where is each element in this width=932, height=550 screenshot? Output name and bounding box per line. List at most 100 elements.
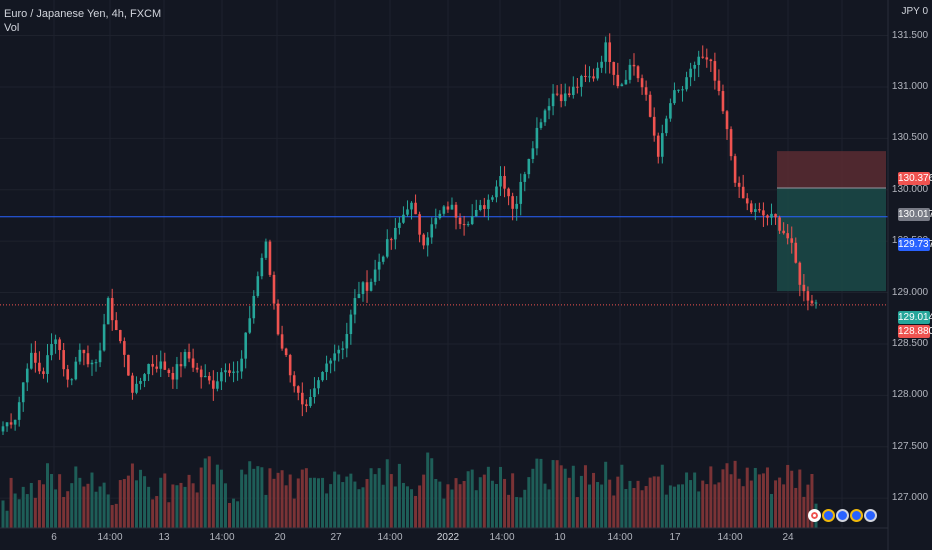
candle-body (478, 205, 482, 210)
candle-body (648, 94, 652, 117)
candle-body (296, 386, 300, 393)
volume-bar (90, 472, 94, 528)
currency-label: JPY 0 (901, 6, 928, 17)
candle-body (30, 352, 33, 369)
volume-bar (636, 480, 640, 528)
candle-body (284, 348, 288, 356)
candle-body (778, 217, 781, 231)
volume-bar (219, 469, 223, 528)
candle-body (377, 261, 381, 270)
candle-body (624, 79, 628, 85)
event-blue-icon[interactable] (864, 509, 877, 522)
volume-bar (523, 489, 527, 528)
candle-body (66, 369, 70, 380)
volume-bar (58, 474, 62, 528)
volume-bar (741, 486, 745, 528)
candle-body (183, 351, 187, 367)
volume-bar (587, 484, 591, 528)
candle-body (523, 174, 527, 182)
event-blue-icon[interactable] (836, 509, 849, 522)
candle-body (163, 361, 167, 370)
event-blue-icon[interactable] (822, 509, 835, 522)
candle-body (17, 402, 21, 420)
volume-bar (693, 472, 697, 528)
candle-body (673, 90, 676, 104)
volume-bar (721, 469, 725, 528)
volume-bar (559, 465, 563, 528)
candle-body (814, 302, 818, 304)
candle-body (438, 213, 442, 219)
candle-body (636, 66, 640, 79)
time-tick-label: 24 (782, 532, 794, 543)
event-blue-icon[interactable] (850, 509, 863, 522)
candle-body (276, 303, 280, 335)
candle-body (94, 362, 98, 364)
candle-body (450, 204, 454, 210)
volume-bar (466, 471, 470, 528)
volume-bar (405, 486, 409, 528)
volume-bar (604, 461, 608, 528)
candle-body (446, 206, 450, 210)
candle-body (171, 373, 175, 380)
time-tick-label: 2022 (436, 532, 460, 543)
volume-bar (397, 463, 401, 528)
candle-body (576, 86, 579, 88)
candle-body (644, 87, 648, 95)
volume-bar (110, 505, 114, 528)
candle-body (292, 375, 296, 387)
candle-body (195, 367, 199, 370)
candle-body (212, 380, 215, 389)
volume-bar (672, 486, 676, 528)
volume-bar (701, 480, 705, 528)
volume-bar (725, 463, 729, 528)
volume-bar (240, 469, 244, 528)
volume-bar (713, 484, 717, 528)
volume-bar (41, 484, 45, 528)
candle-body (191, 358, 195, 368)
candle-body (725, 111, 729, 130)
candle-body (612, 62, 616, 75)
volume-bar (519, 497, 523, 528)
candle-body (127, 354, 130, 376)
volume-bar (98, 486, 102, 528)
volume-bar (422, 474, 426, 528)
volume-bar (337, 474, 341, 528)
candle-body (745, 198, 749, 204)
volume-bar (490, 480, 494, 528)
candle-body (555, 93, 559, 95)
volume-bar (199, 467, 203, 528)
time-tick-label: 6 (51, 532, 57, 543)
volume-bar (248, 461, 252, 528)
event-red-icon[interactable] (808, 509, 821, 522)
candle-body (260, 257, 264, 277)
price-tick-label: 131.000 (891, 80, 929, 92)
candle-body (139, 380, 142, 384)
volume-bar (401, 482, 405, 528)
volume-bar (187, 474, 191, 528)
volume-bar (21, 486, 25, 528)
candle-body (9, 422, 13, 425)
volume-bar (349, 473, 353, 528)
volume-bar (583, 465, 587, 528)
volume-bar (191, 483, 195, 528)
candle-body (762, 210, 765, 216)
volume-bar (733, 460, 737, 528)
volume-bar (321, 477, 325, 528)
candle-body (203, 375, 207, 378)
candle-body (240, 358, 243, 372)
candle-body (491, 197, 494, 200)
volume-bar (620, 464, 624, 528)
volume-bar (442, 498, 446, 528)
volume-bar (616, 476, 620, 528)
candle-body (414, 202, 417, 215)
volume-bar (147, 486, 151, 528)
volume-bar (644, 486, 648, 528)
candle-body (770, 213, 773, 218)
candle-body (398, 222, 401, 228)
volume-bar (203, 458, 207, 528)
volume-bar (54, 489, 58, 528)
time-tick-label: 17 (669, 532, 681, 543)
candle-body (402, 214, 405, 223)
candle-body (110, 298, 114, 321)
